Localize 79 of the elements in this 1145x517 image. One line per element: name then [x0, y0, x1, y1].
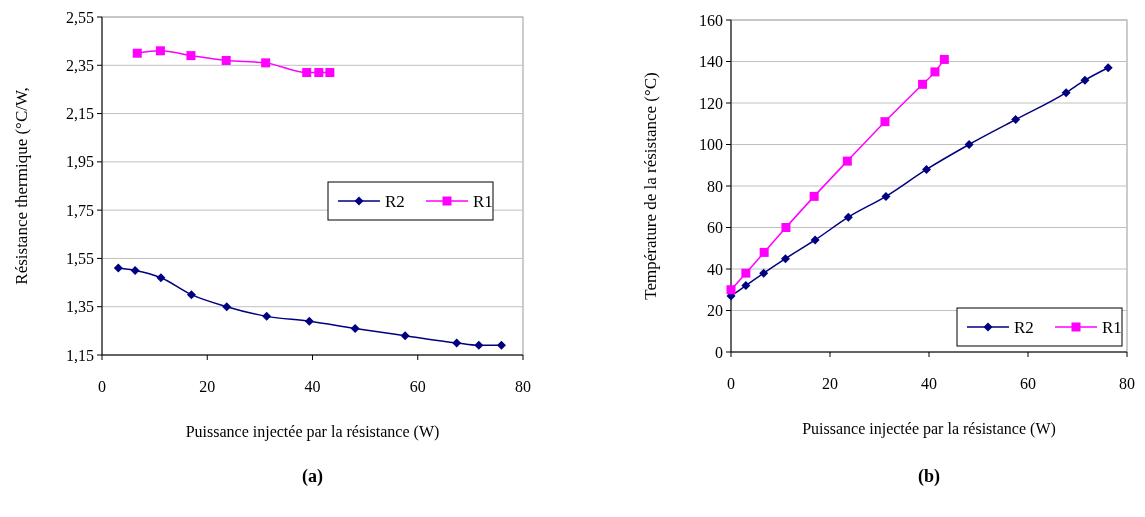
- point: [186, 290, 196, 300]
- point: [741, 268, 751, 278]
- point: [452, 338, 462, 348]
- point: [222, 302, 232, 312]
- y-tick-label: 140: [699, 53, 723, 71]
- point: [262, 311, 272, 321]
- x-tick-label: 20: [199, 378, 216, 395]
- y-tick-label: 60: [707, 219, 723, 237]
- point: [130, 266, 140, 275]
- point: [1061, 88, 1071, 98]
- point: [781, 223, 791, 232]
- x-tick-label: 80: [515, 378, 531, 395]
- y-tick-label: 120: [699, 94, 723, 112]
- point: [325, 68, 335, 78]
- point: [809, 191, 819, 201]
- point: [810, 235, 820, 245]
- point: [1011, 115, 1021, 125]
- point: [1080, 75, 1090, 85]
- point: [741, 281, 751, 291]
- point: [842, 156, 852, 166]
- point: [930, 67, 940, 77]
- point: [156, 273, 166, 283]
- point: [939, 54, 949, 64]
- y-tick-label: 160: [699, 11, 723, 29]
- point: [496, 340, 506, 350]
- x-axis-title: Puissance injectée par la résistance (W): [802, 420, 1056, 438]
- y-tick-label: 100: [699, 136, 723, 154]
- x-tick-label: 60: [409, 378, 426, 395]
- point: [780, 254, 790, 264]
- point: [964, 140, 974, 149]
- y-tick-label: 80: [707, 177, 723, 195]
- y-axis-title: Température de la résistance (°C): [641, 72, 660, 300]
- point: [304, 316, 314, 326]
- point: [922, 164, 932, 174]
- y-tick-label: 1,35: [66, 298, 94, 316]
- y-tick-label: 1,95: [66, 153, 94, 171]
- point: [1103, 63, 1113, 73]
- legend-label: R2: [1014, 317, 1034, 337]
- point: [759, 247, 769, 257]
- x-tick-label: 40: [921, 375, 937, 392]
- y-tick-label: 20: [707, 302, 723, 320]
- x-tick-label: 40: [304, 378, 321, 395]
- y-tick-label: 40: [707, 260, 723, 278]
- point: [314, 68, 324, 78]
- point: [302, 68, 312, 78]
- y-tick-label: 2,35: [66, 56, 94, 74]
- point: [155, 46, 165, 56]
- legend-label: R2: [385, 191, 405, 211]
- point: [843, 212, 853, 222]
- y-tick-label: 1,15: [66, 346, 94, 364]
- point: [132, 48, 142, 58]
- point: [350, 323, 360, 333]
- x-axis-title: Puissance injectée par la résistance (W): [185, 423, 440, 441]
- point: [880, 117, 890, 127]
- y-tick-label: 0: [715, 343, 723, 361]
- point: [186, 51, 196, 61]
- y-axis-title: Résistance thermique (°C/W,: [12, 87, 31, 285]
- point: [918, 79, 928, 89]
- x-tick-label: 0: [727, 375, 735, 392]
- point: [474, 340, 484, 350]
- point: [221, 55, 231, 65]
- x-tick-label: 20: [822, 375, 838, 392]
- point: [881, 191, 891, 201]
- point: [113, 263, 123, 273]
- point: [726, 285, 736, 295]
- y-tick-label: 2,15: [66, 105, 94, 123]
- y-tick-label: 1,55: [66, 250, 94, 268]
- point: [261, 58, 271, 68]
- text: (b): [918, 466, 940, 487]
- text: (a): [302, 466, 323, 487]
- x-tick-label: 80: [1119, 375, 1135, 392]
- legend-label: R1: [1102, 317, 1122, 337]
- x-tick-label: 60: [1020, 375, 1036, 392]
- legend-label: R1: [473, 191, 493, 211]
- point: [400, 331, 410, 341]
- y-tick-label: 2,55: [66, 8, 94, 26]
- y-tick-label: 1,75: [66, 201, 94, 219]
- point: [759, 268, 769, 278]
- x-tick-label: 0: [98, 378, 106, 395]
